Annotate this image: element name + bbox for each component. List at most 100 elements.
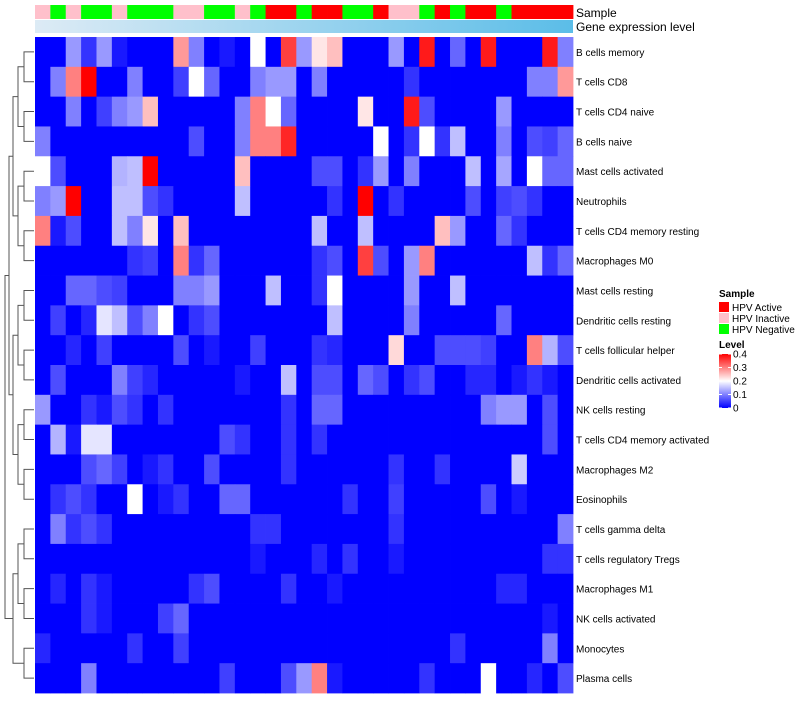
heatmap-cell [434, 633, 451, 664]
row-label: Mast cells activated [576, 167, 663, 178]
heatmap-cell [311, 543, 328, 575]
heatmap-cell [480, 484, 497, 515]
heatmap-cell [327, 514, 343, 545]
heatmap-cell [419, 514, 436, 545]
heatmap-cell [403, 215, 420, 247]
dendrogram-branch [23, 51, 34, 83]
heatmap-cell [296, 394, 313, 426]
dendrogram-branch [23, 230, 34, 262]
heatmap-cell [250, 365, 266, 396]
heatmap-cell [234, 186, 251, 217]
heatmap-cell [403, 275, 420, 306]
heatmap-cell [480, 245, 497, 276]
heatmap-cell [311, 633, 328, 664]
heatmap-cell [388, 66, 405, 98]
heatmap-cell [81, 603, 97, 634]
heatmap-cell [465, 245, 482, 276]
heatmap-cell [465, 37, 482, 68]
heatmap-cell [511, 543, 528, 575]
heatmap-cell [219, 454, 236, 485]
heatmap-cell [65, 66, 82, 98]
heatmap-cell [557, 365, 574, 396]
heatmap-cell [127, 365, 143, 396]
heatmap-cell [188, 454, 205, 485]
heatmap-cell [311, 215, 328, 247]
heatmap-cell [111, 96, 128, 127]
heatmap-cell [250, 633, 266, 664]
heatmap-cell [496, 305, 512, 336]
heatmap-cell [311, 96, 328, 127]
heatmap-cell [81, 454, 97, 485]
heatmap-cell [542, 275, 559, 306]
heatmap-cell [173, 573, 190, 604]
heatmap-cell [465, 215, 482, 247]
heatmap-cell [434, 424, 451, 455]
dendrogram-branch [17, 185, 24, 247]
heatmap-cell [234, 573, 251, 604]
heatmap-cell [357, 37, 374, 68]
heatmap-cell [50, 305, 67, 336]
heatmap-cell [127, 424, 143, 455]
heatmap-cell [157, 66, 174, 98]
heatmap-cell [127, 394, 143, 426]
heatmap-cell [327, 245, 343, 276]
heatmap-cell [357, 603, 374, 634]
heatmap-cell [157, 663, 174, 694]
heatmap-cell [388, 186, 405, 217]
heatmap-cell [526, 37, 543, 68]
heatmap-cell [342, 424, 359, 455]
heatmap-cell [234, 126, 251, 157]
heatmap-cell [280, 394, 297, 426]
heatmap-cell [280, 484, 297, 515]
heatmap-cell [526, 454, 543, 485]
heatmap-cell [434, 603, 451, 634]
sample-annotation-cell [342, 5, 359, 19]
heatmap-cell [142, 543, 159, 575]
heatmap-cell [219, 484, 236, 515]
heatmap-cells [35, 37, 574, 694]
heatmap-cell [265, 603, 282, 634]
heatmap-cell [157, 603, 174, 634]
heatmap-cell [419, 633, 436, 664]
heatmap-cell [373, 305, 389, 336]
legend-entry-label: HPV Inactive [732, 314, 790, 325]
heatmap-cell [219, 305, 236, 336]
heatmap-cell [327, 454, 343, 485]
sample-annotation-cell [127, 5, 143, 19]
heatmap-cell [142, 215, 159, 247]
heatmap-cell [388, 573, 405, 604]
heatmap-cell [173, 245, 190, 276]
heatmap-cell [234, 156, 251, 187]
heatmap-cell [450, 156, 466, 187]
heatmap-cell [373, 186, 389, 217]
heatmap-cell [373, 66, 389, 98]
heatmap-cell [526, 96, 543, 127]
heatmap-cell [219, 37, 236, 68]
heatmap-cell [234, 603, 251, 634]
sample-annotation-cell [311, 5, 328, 19]
heatmap-cell [480, 96, 497, 127]
heatmap-cell [542, 424, 559, 455]
heatmap-cell [204, 514, 220, 545]
heatmap-cell [204, 573, 220, 604]
heatmap-cell [127, 633, 143, 664]
sample-annotation-cell [357, 5, 374, 19]
heatmap-cell [526, 245, 543, 276]
heatmap-cell [188, 633, 205, 664]
dendrogram-branch [23, 170, 34, 202]
heatmap-cell [173, 454, 190, 485]
heatmap-cell [81, 543, 97, 575]
heatmap-cell [50, 126, 67, 157]
heatmap-cell [204, 37, 220, 68]
heatmap-cell [250, 603, 266, 634]
heatmap-cell [96, 514, 113, 545]
heatmap-cell [342, 186, 359, 217]
heatmap-cell [496, 394, 512, 426]
heatmap-cell [96, 454, 113, 485]
heatmap-cell [480, 215, 497, 247]
heatmap-cell [111, 424, 128, 455]
heatmap-cell [388, 424, 405, 455]
heatmap-cell [188, 305, 205, 336]
heatmap-cell [250, 156, 266, 187]
sample-annotation-cell [35, 5, 51, 19]
